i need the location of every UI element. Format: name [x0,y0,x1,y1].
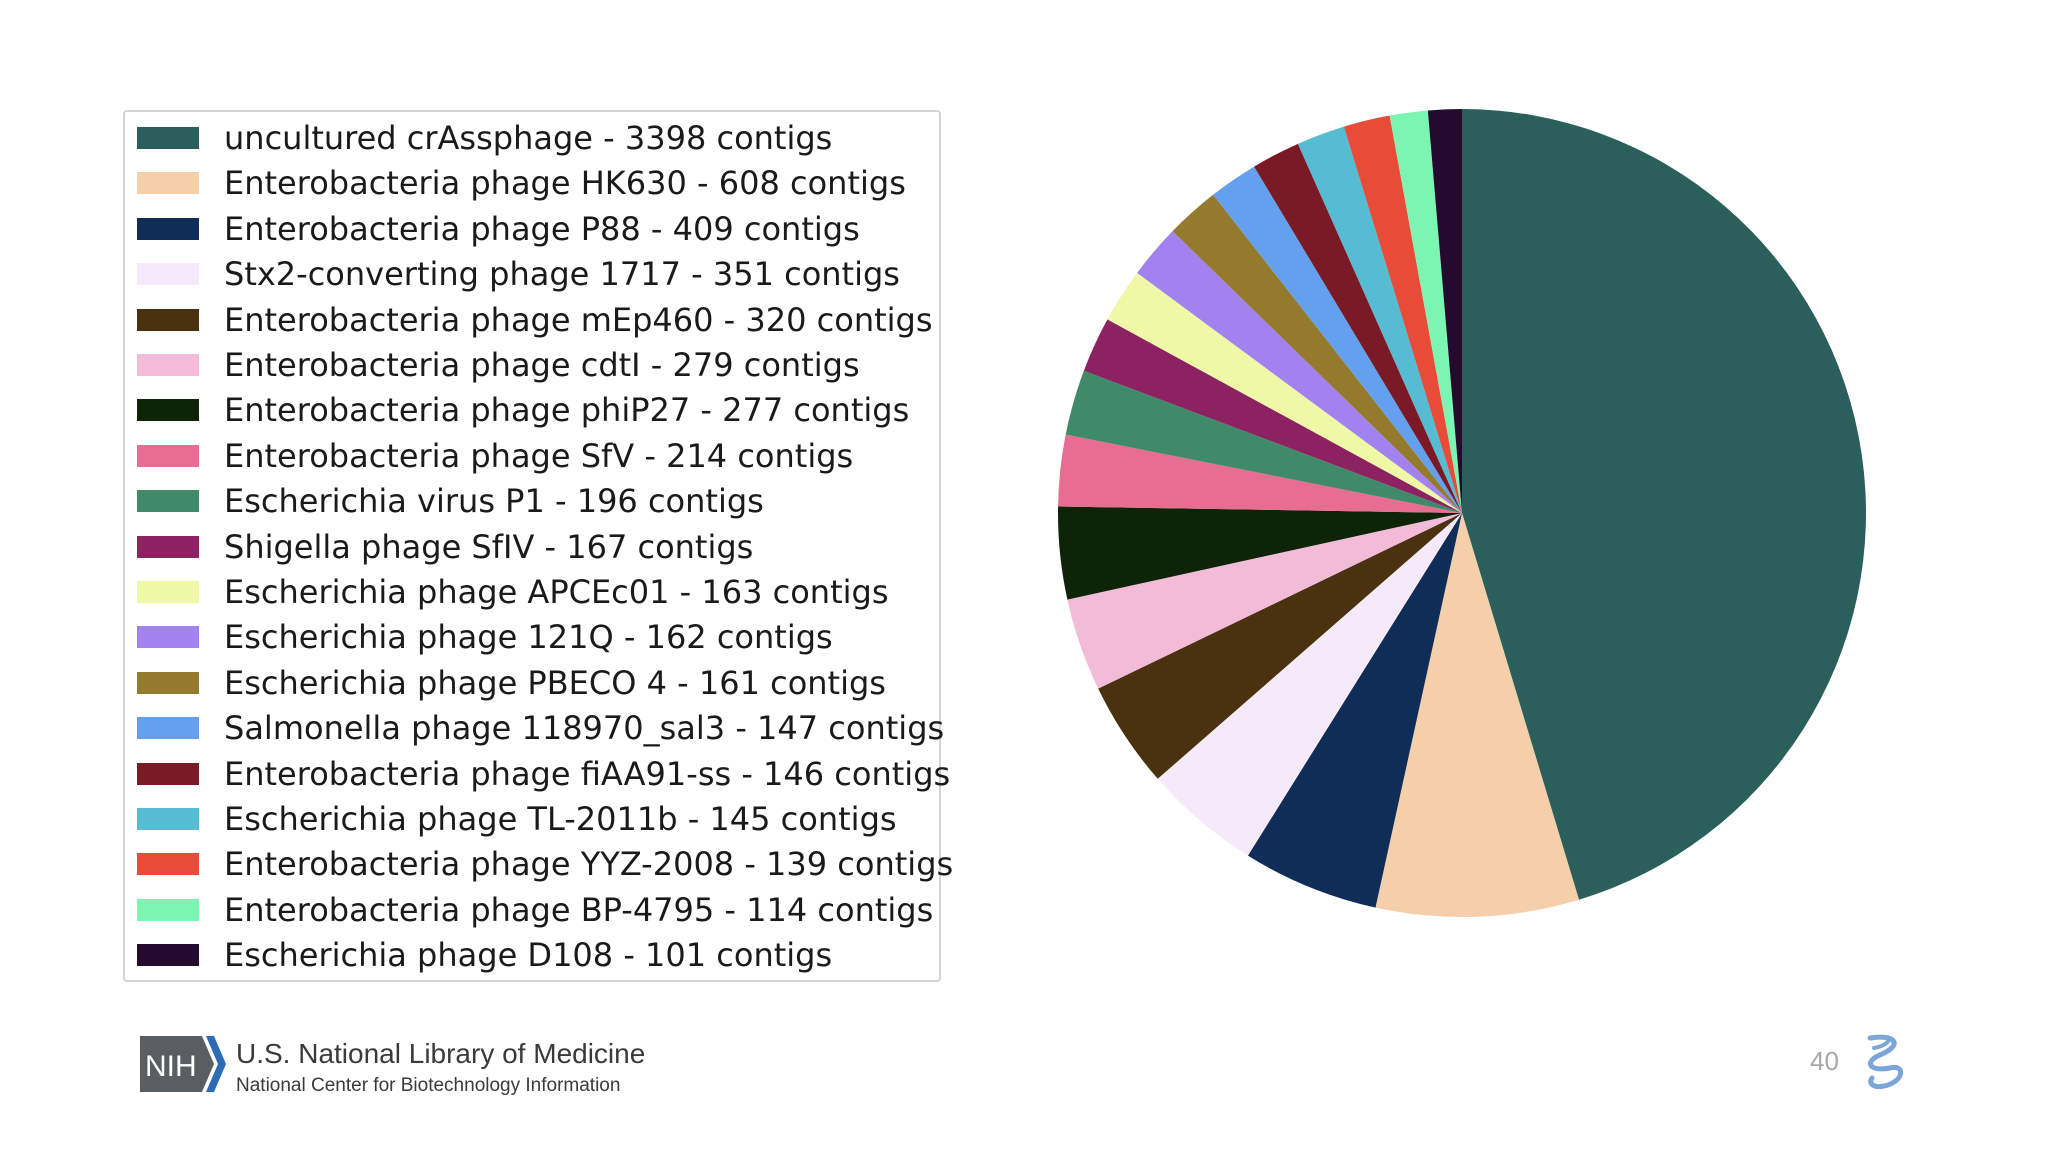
legend-label: uncultured crAssphage - 3398 contigs [224,119,833,157]
pie-slice [1213,166,1462,513]
pie-slice [1343,115,1462,514]
legend-label: Stx2-converting phage 1717 - 351 contigs [224,255,900,294]
legend-swatch [137,762,199,785]
legend-swatch [137,399,199,422]
legend-label: Enterobacteria phage SfV - 214 contigs [224,436,854,475]
pie-slice [1107,272,1462,513]
legend-label: Enterobacteria phage fiAA91-ss - 146 con… [224,754,951,793]
legend-swatch [137,217,199,240]
legend-swatch [137,808,199,830]
legend-swatch [137,898,199,921]
pie-slice [1389,110,1462,513]
organization-name: U.S. National Library of Medicine [236,1038,646,1069]
legend-swatch [137,717,199,740]
legend-swatch [137,535,199,558]
pie-slice [1058,434,1462,513]
ncbi-helix-icon [1867,1034,1903,1089]
chart-legend: uncultured crAssphage - 3398 contigs Ente… [123,110,953,982]
suborganization-name: National Center for Biotechnology Inform… [236,1075,621,1096]
legend-label: Salmonella phage 118970_sal3 - 147 conti… [224,709,945,748]
legend-swatch [137,263,199,286]
legend-label: Escherichia phage D108 - 101 contigs [224,936,833,975]
legend-label: Enterobacteria phage P88 - 409 contigs [224,209,860,248]
pie-slice [1065,370,1462,513]
legend-label: Enterobacteria phage cdtI - 279 contigs [224,346,860,384]
legend-swatch [137,944,199,967]
legend-label: Escherichia virus P1 - 196 contigs [224,482,764,521]
pie-chart [1058,109,1866,917]
pie-slice [1157,513,1462,856]
legend-swatch [137,626,199,649]
pie-slice [1067,513,1462,689]
pie-slice [1375,513,1579,917]
pie-slice [1058,506,1462,600]
legend-swatch [137,127,199,149]
pie-slice [1427,109,1462,513]
nih-logo: NIH [140,1036,226,1092]
legend-label: Shigella phage SfIV - 167 contigs [224,527,754,566]
page-number: 40 [1810,1046,1839,1076]
pie-slice [1254,143,1462,513]
pie-slice [1098,513,1462,779]
legend-label: Escherichia phage PBECO 4 - 161 contigs [224,663,886,702]
legend-swatch [137,490,199,513]
legend-label: Enterobacteria phage BP-4795 - 114 conti… [224,890,934,929]
pie-slice [1297,126,1462,514]
nih-logo-text: NIH [145,1050,197,1083]
legend-swatch [137,671,199,694]
pie-slice [1172,194,1462,513]
pie-slice [1247,513,1462,908]
legend-swatch [137,308,199,331]
legend-swatch [137,853,199,876]
legend-label: Enterobacteria phage HK630 - 608 contigs [224,164,906,203]
pie-slice [1137,231,1462,513]
legend-label: Escherichia phage TL-2011b - 145 contigs [224,800,897,838]
legend-swatch [137,444,199,467]
pie-slice [1462,109,1866,900]
legend-swatch [137,172,199,195]
legend-label: Enterobacteria phage mEp460 - 320 contig… [224,300,933,339]
legend-label: Escherichia phage 121Q - 162 contigs [224,618,833,657]
legend-swatch [137,581,199,603]
pie-slice [1083,319,1462,513]
legend-label: Escherichia phage APCEc01 - 163 contigs [224,573,889,611]
legend-label: Enterobacteria phage phiP27 - 277 contig… [224,391,910,430]
legend-swatch [137,354,199,376]
legend-label: Enterobacteria phage YYZ-2008 - 139 cont… [224,845,954,884]
